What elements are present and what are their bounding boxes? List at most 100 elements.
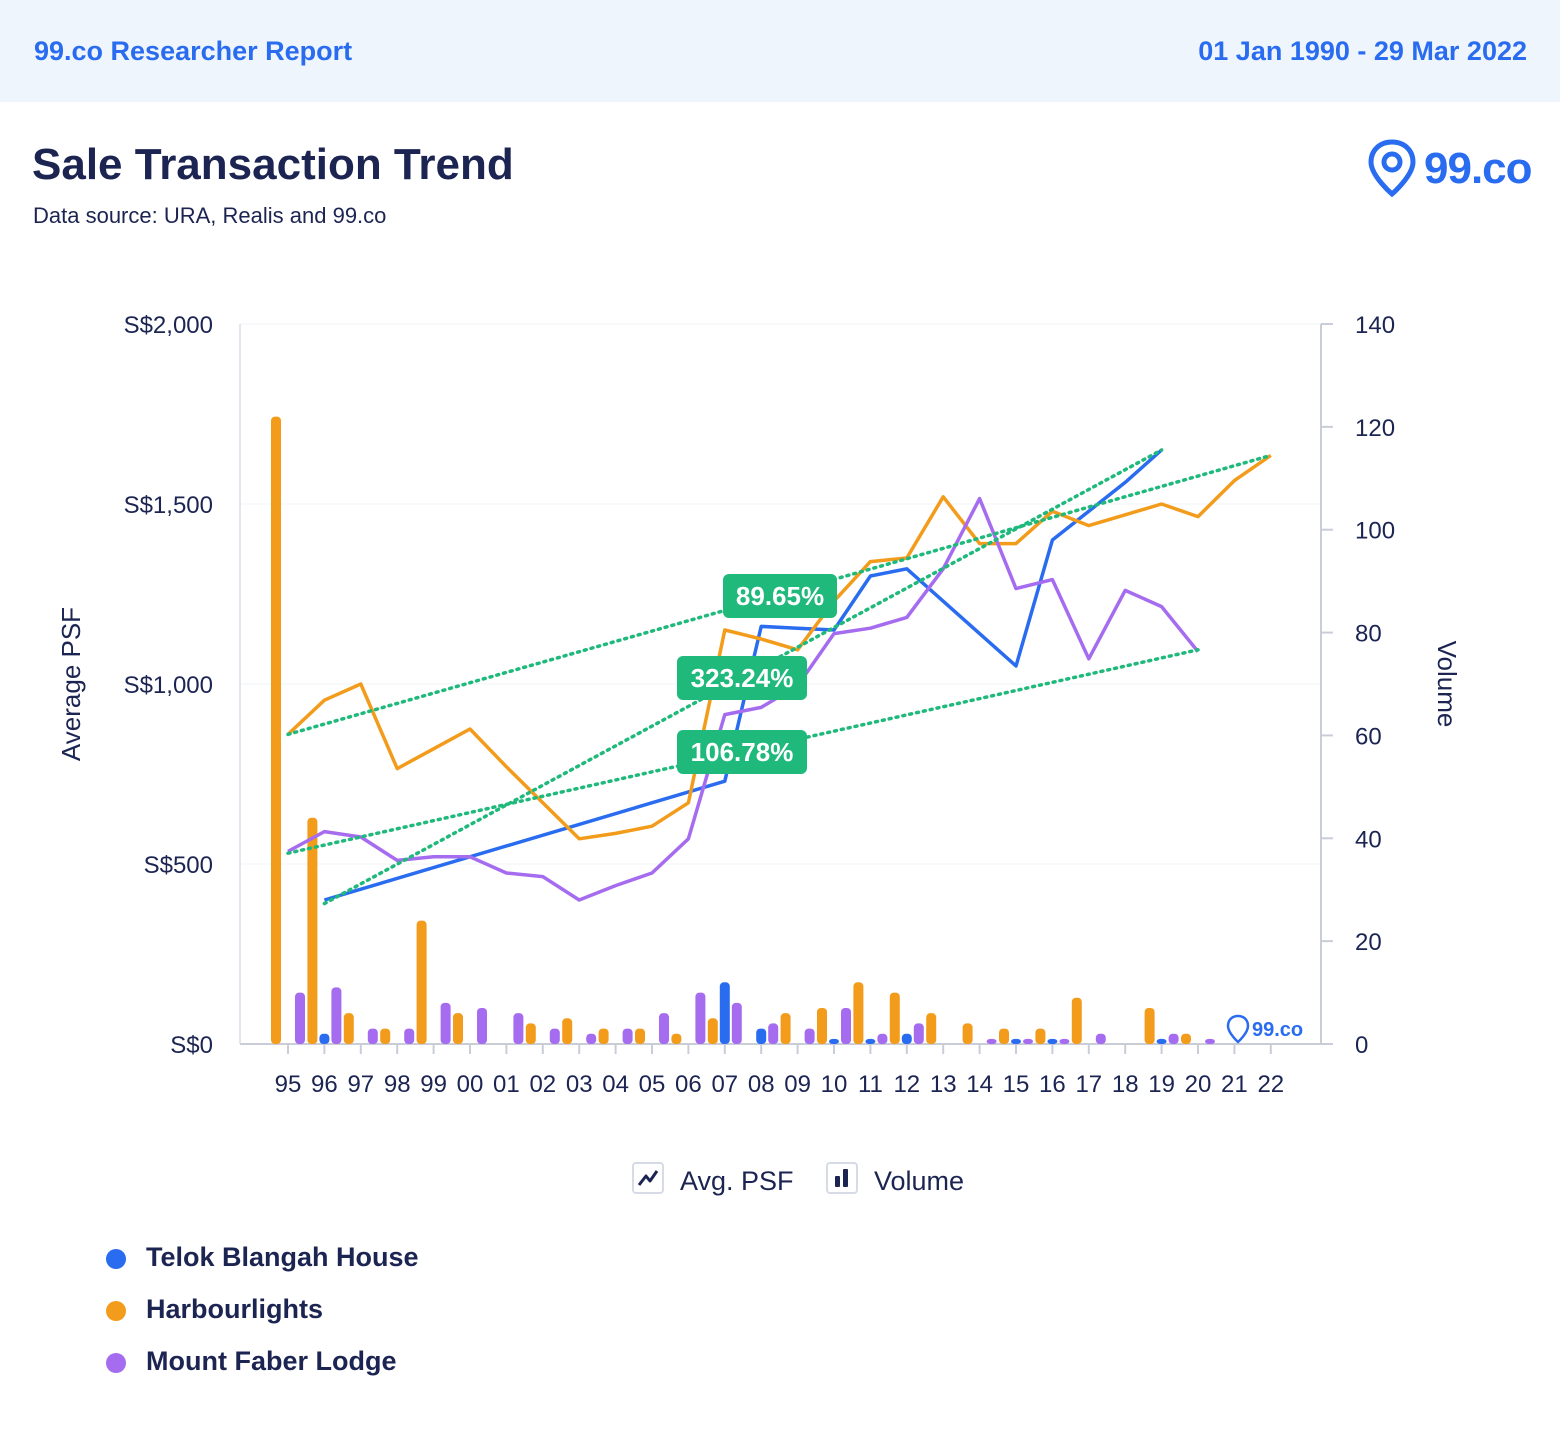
volume-bar xyxy=(829,1038,839,1044)
volume-bar xyxy=(962,1023,973,1044)
brand-logo: 99.co xyxy=(1366,138,1536,200)
volume-bar xyxy=(525,1023,536,1044)
volume-bar xyxy=(1168,1033,1179,1044)
y2-tick-label: 40 xyxy=(1355,826,1382,853)
y2-tick-label: 140 xyxy=(1355,312,1395,339)
x-tick-label: 98 xyxy=(384,1071,411,1098)
volume-bar xyxy=(671,1033,682,1044)
volume-bar xyxy=(307,817,318,1044)
volume-bar xyxy=(719,982,730,1044)
legend-dot xyxy=(106,1249,126,1269)
x-tick-label: 01 xyxy=(493,1071,520,1098)
x-tick-label: 14 xyxy=(966,1071,993,1098)
legend-label: Harbourlights xyxy=(146,1294,324,1324)
x-tick-label: 17 xyxy=(1075,1071,1102,1098)
x-tick-label: 05 xyxy=(639,1071,666,1098)
psf-line xyxy=(323,448,1163,902)
volume-bar xyxy=(1095,1033,1106,1044)
psf-line xyxy=(287,496,1200,902)
y-tick-label: S$1,000 xyxy=(124,672,213,699)
x-tick-label: 08 xyxy=(748,1071,775,1098)
x-tick-label: 95 xyxy=(275,1071,302,1098)
x-tick-label: 16 xyxy=(1039,1071,1066,1098)
trend-badge xyxy=(677,656,807,700)
volume-bar xyxy=(586,1033,597,1044)
x-tick-label: 21 xyxy=(1221,1071,1248,1098)
volume-bar xyxy=(1011,1038,1021,1044)
volume-bar xyxy=(853,982,864,1044)
location-pin-icon xyxy=(1226,1014,1250,1044)
line-chart-icon xyxy=(632,1162,664,1194)
x-tick-label: 03 xyxy=(566,1071,593,1098)
x-tick-label: 19 xyxy=(1148,1071,1175,1098)
volume-bar xyxy=(1205,1038,1215,1044)
volume-bar xyxy=(817,1008,827,1044)
x-tick-label: 04 xyxy=(602,1071,629,1098)
volume-bar xyxy=(513,1013,524,1044)
volume-bar xyxy=(271,416,281,1045)
volume-bar xyxy=(416,920,427,1044)
chart-subtitle: Data source: URA, Realis and 99.co xyxy=(33,203,387,228)
volume-bar xyxy=(440,1002,451,1044)
volume-bar xyxy=(659,1013,669,1044)
y-tick-label: S$0 xyxy=(170,1032,213,1059)
trend-badge xyxy=(723,574,837,618)
y2-tick-label: 20 xyxy=(1355,929,1382,956)
volume-bar xyxy=(622,1028,633,1044)
x-tick-label: 13 xyxy=(930,1071,957,1098)
volume-bar xyxy=(343,1013,354,1044)
volume-bar xyxy=(986,1038,997,1044)
volume-bar xyxy=(598,1028,609,1044)
y2-tick-label: 100 xyxy=(1355,518,1395,545)
volume-bar xyxy=(804,1028,815,1044)
legend-dot xyxy=(106,1301,126,1321)
x-tick-label: 18 xyxy=(1112,1071,1139,1098)
volume-bar xyxy=(1144,1008,1155,1044)
x-tick-label: 06 xyxy=(675,1071,702,1098)
volume-bar xyxy=(331,987,342,1044)
volume-bar xyxy=(913,1023,924,1044)
volume-bar xyxy=(404,1028,415,1044)
volume-bar xyxy=(549,1028,560,1044)
y2-tick-label: 60 xyxy=(1355,723,1382,750)
watermark-text: 99.co xyxy=(1252,1019,1303,1041)
y2-axis-title: Volume xyxy=(1432,641,1462,728)
psf-line xyxy=(286,453,1272,841)
volume-bar xyxy=(1059,1038,1070,1044)
volume-bar xyxy=(1035,1028,1046,1044)
volume-bar xyxy=(707,1018,718,1044)
volume-bar xyxy=(877,1033,888,1044)
volume-bar xyxy=(319,1033,330,1044)
x-tick-label: 11 xyxy=(858,1071,883,1098)
x-tick-label: 96 xyxy=(311,1071,338,1098)
volume-bar xyxy=(367,1028,378,1044)
x-tick-label: 10 xyxy=(821,1071,848,1098)
volume-bar xyxy=(477,1008,487,1044)
volume-bar xyxy=(295,992,305,1044)
volume-bar xyxy=(756,1028,767,1044)
volume-bar xyxy=(926,1013,937,1044)
trend-line xyxy=(286,648,1200,855)
volume-bar xyxy=(889,992,900,1044)
x-tick-label: 12 xyxy=(893,1071,920,1098)
y-tick-label: S$1,500 xyxy=(124,492,213,519)
volume-bar xyxy=(635,1028,645,1044)
trend-badge-label: 323.24% xyxy=(691,663,794,693)
report-label: 99.co Researcher Report xyxy=(34,36,353,66)
x-tick-label: 20 xyxy=(1185,1071,1212,1098)
volume-bar xyxy=(999,1028,1009,1044)
volume-bar xyxy=(780,1013,791,1044)
trend-badge-label: 106.78% xyxy=(691,737,794,767)
x-tick-label: 09 xyxy=(784,1071,811,1098)
volume-bar xyxy=(1181,1033,1191,1044)
volume-bar xyxy=(380,1028,391,1044)
chart-title: Sale Transaction Trend xyxy=(32,140,514,189)
volume-bar xyxy=(1071,997,1082,1044)
x-tick-label: 97 xyxy=(347,1071,374,1098)
y2-tick-label: 80 xyxy=(1355,621,1382,648)
volume-toggle-label: Volume xyxy=(874,1166,965,1196)
volume-bar xyxy=(562,1018,573,1044)
trend-badge xyxy=(677,730,807,774)
volume-bar xyxy=(1047,1038,1058,1044)
legend-label: Telok Blangah House xyxy=(146,1242,419,1272)
